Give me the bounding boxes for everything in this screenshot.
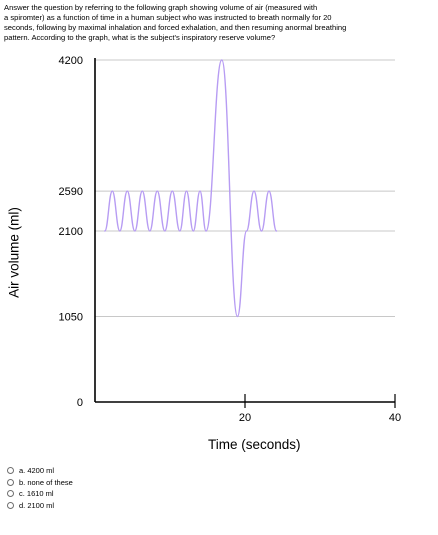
question-line: a spiromter) as a function of time in a …	[4, 13, 332, 22]
radio-button[interactable]	[7, 467, 14, 475]
answer-option-c[interactable]: c. 1610 ml	[7, 488, 73, 500]
answer-option-d[interactable]: d. 2100 ml	[7, 500, 73, 512]
y-tick-label: 1050	[59, 312, 83, 324]
x-tick-label: 40	[389, 412, 401, 424]
answer-label: b. none of these	[19, 477, 73, 487]
answer-label: c. 1610 ml	[19, 489, 54, 499]
answer-label: d. 2100 ml	[19, 500, 55, 510]
y-tick-label: 0	[77, 397, 83, 409]
answer-options: a. 4200 ml b. none of these c. 1610 ml d…	[7, 465, 73, 511]
question-line: pattern. According to the graph, what is…	[4, 33, 276, 42]
spirometer-chart: 0 1050 2100 2590 4200 20 40	[59, 55, 402, 424]
radio-button[interactable]	[7, 501, 14, 509]
answer-label: a. 4200 ml	[19, 466, 55, 476]
answer-option-b[interactable]: b. none of these	[7, 477, 73, 489]
radio-button[interactable]	[7, 490, 14, 498]
question-line: Answer the question by referring to the …	[4, 3, 318, 12]
series-line	[104, 59, 278, 318]
y-tick-label: 4200	[59, 55, 83, 67]
answer-option-a[interactable]: a. 4200 ml	[7, 465, 73, 477]
question-line: seconds, following by maximal inhalation…	[4, 23, 347, 32]
y-axis-label: Air volume (ml)	[6, 207, 22, 298]
y-tick-label: 2590	[59, 186, 83, 198]
radio-button[interactable]	[7, 478, 14, 486]
y-tick-label: 2100	[59, 226, 83, 238]
x-axis-label: Time (seconds)	[208, 437, 301, 452]
question-text: Answer the question by referring to the …	[4, 3, 434, 43]
x-tick-label: 20	[239, 412, 251, 424]
